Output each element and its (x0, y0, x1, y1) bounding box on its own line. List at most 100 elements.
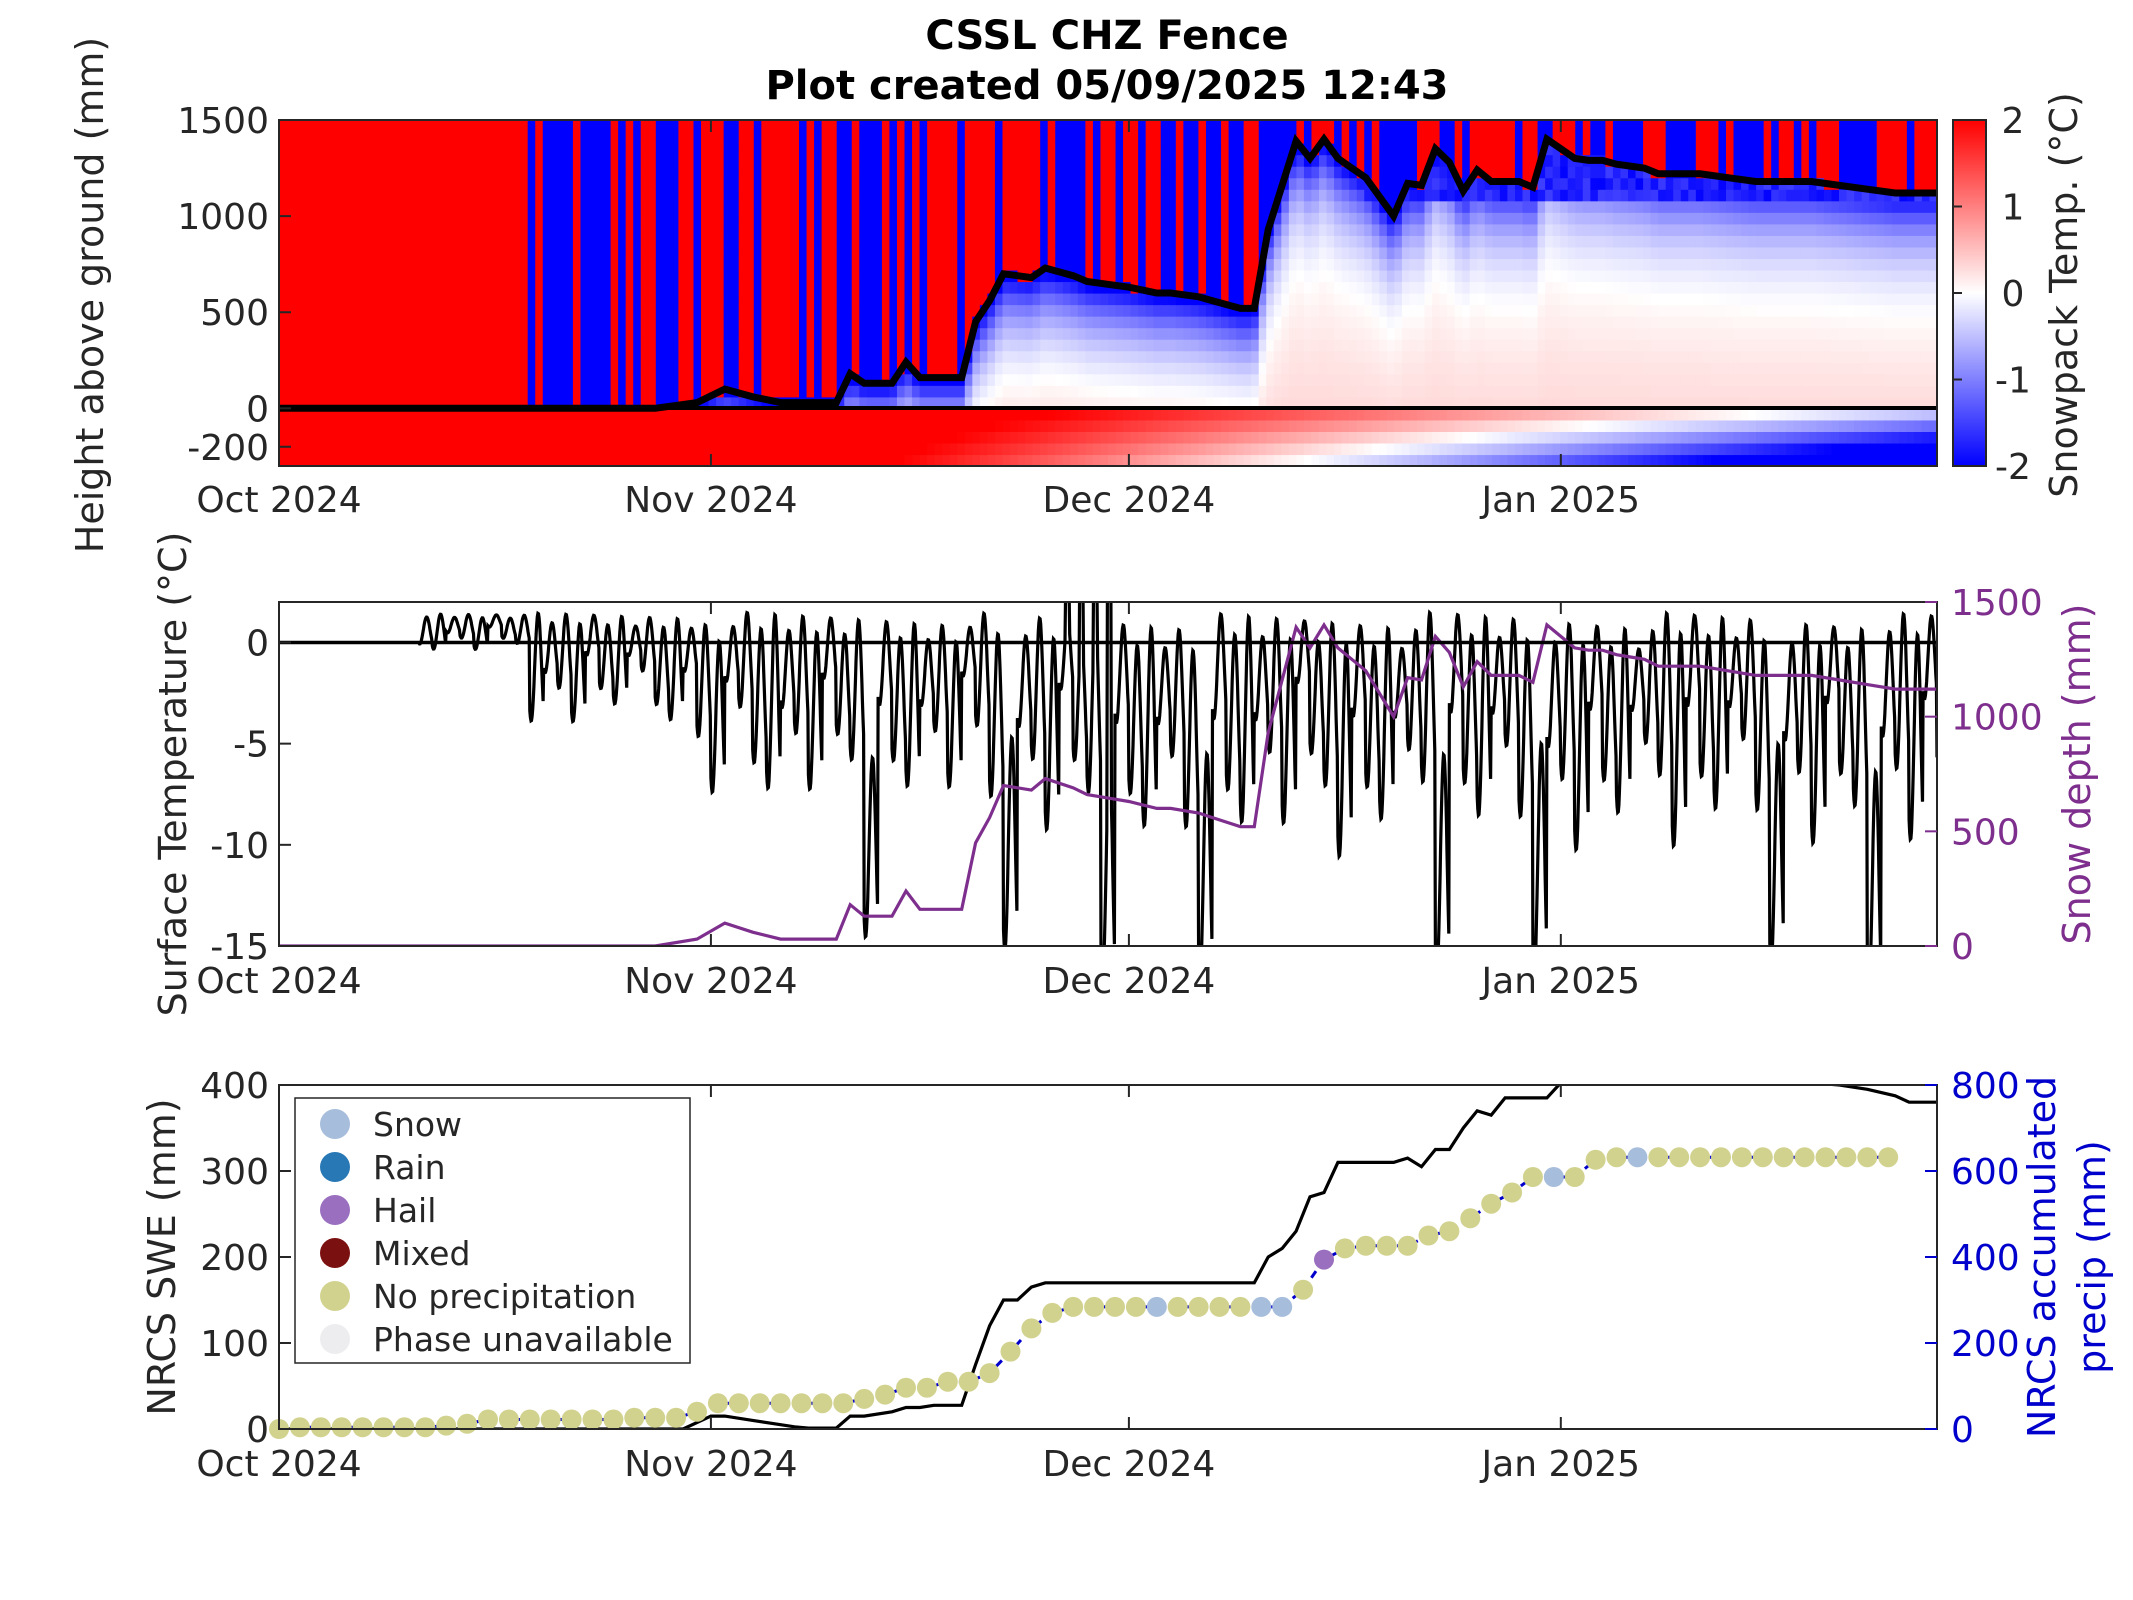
heatmap-cell (799, 350, 808, 363)
heatmap-cell (753, 223, 762, 236)
heatmap-cell (1273, 166, 1282, 179)
heatmap-cell (309, 189, 318, 202)
heatmap-cell (294, 442, 303, 456)
heatmap-cell (648, 454, 657, 466)
heatmap-cell (746, 177, 755, 190)
heatmap-cell (527, 246, 536, 259)
heatmap-cell (957, 246, 966, 259)
heatmap-cell (1205, 177, 1215, 190)
heatmap-cell (1371, 304, 1380, 317)
heatmap-cell (557, 454, 566, 466)
heatmap-cell (354, 166, 363, 179)
heatmap-cell (1311, 408, 1320, 421)
heatmap-cell (437, 304, 446, 317)
heatmap-cell (309, 212, 318, 225)
heatmap-cell (1100, 396, 1109, 409)
heatmap-cell (1454, 212, 1463, 225)
heatmap-cell (927, 454, 936, 466)
heatmap-cell (1100, 373, 1109, 386)
heatmap-cell (1123, 212, 1132, 225)
heatmap-cell (753, 154, 762, 167)
heatmap-cell (927, 131, 936, 144)
heatmap-cell (1288, 223, 1298, 236)
heatmap-cell (655, 212, 664, 225)
heatmap-cell (768, 431, 777, 444)
heatmap-cell (1311, 235, 1320, 248)
heatmap-cell (1025, 154, 1034, 167)
heatmap-cell (799, 316, 808, 329)
heatmap-cell (467, 269, 476, 283)
heatmap-cell (731, 373, 740, 386)
heatmap-cell (1017, 177, 1026, 190)
heatmap-cell (806, 339, 815, 352)
heatmap-cell (994, 177, 1004, 190)
heatmap-cell (587, 350, 597, 363)
heatmap-cell (1484, 131, 1493, 144)
heatmap-cell (520, 177, 529, 190)
heatmap-cell (339, 385, 348, 398)
heatmap-cell (1341, 396, 1350, 409)
heatmap-cell (821, 281, 830, 294)
heatmap-cell (309, 419, 318, 432)
heatmap-cell (746, 316, 755, 329)
heatmap-cell (505, 269, 514, 283)
heatmap-cell (1273, 339, 1282, 352)
heatmap-cell (768, 419, 777, 432)
heatmap-cell (482, 235, 491, 248)
heatmap-cell (1190, 362, 1200, 375)
heatmap-cell (701, 408, 710, 421)
heatmap-cell (1025, 293, 1034, 306)
heatmap-cell (866, 166, 875, 179)
heatmap-cell (964, 189, 973, 202)
heatmap-cell (783, 408, 793, 421)
heatmap-cell (670, 281, 680, 294)
heatmap-cell (490, 373, 499, 386)
heatmap-cell (1047, 166, 1056, 179)
heatmap-cell (1507, 419, 1516, 432)
heatmap-cell (670, 454, 680, 466)
heatmap-cell (693, 454, 702, 466)
heatmap-cell (1364, 408, 1373, 421)
heatmap-cell (414, 350, 423, 363)
heatmap-cell (1266, 246, 1275, 259)
heatmap-cell (565, 212, 574, 225)
heatmap-cell (716, 362, 725, 375)
heatmap-cell (1462, 419, 1471, 432)
heatmap-cell (505, 166, 514, 179)
heatmap-cell (1326, 223, 1335, 236)
heatmap-cell (1002, 200, 1011, 213)
heatmap-cell (392, 350, 401, 363)
heatmap-cell (655, 120, 664, 133)
heatmap-cell (1138, 327, 1147, 340)
heatmap-cell (814, 304, 823, 317)
heatmap-cell (957, 350, 966, 363)
heatmap-cell (1130, 120, 1139, 133)
heatmap-cell (1334, 408, 1343, 421)
heatmap-cell (346, 373, 355, 386)
heatmap-cell (1522, 385, 1531, 398)
heatmap-cell (821, 120, 830, 133)
heatmap-cell (610, 385, 619, 398)
heatmap-cell (1281, 258, 1290, 271)
heatmap-cell (1303, 419, 1313, 432)
heatmap-cell (1319, 177, 1328, 190)
heatmap-cell (1168, 350, 1177, 363)
heatmap-cell (587, 373, 597, 386)
heatmap-cell (452, 339, 461, 352)
heatmap-cell (1326, 408, 1335, 421)
heatmap-cell (294, 419, 303, 432)
heatmap-cell (512, 327, 521, 340)
heatmap-cell (927, 223, 936, 236)
heatmap-cell (1047, 258, 1056, 271)
heatmap-cell (467, 442, 476, 456)
heatmap-cell (1432, 269, 1441, 283)
heatmap-cell (1236, 177, 1245, 190)
heatmap-cell (859, 396, 868, 409)
heatmap-cell (407, 281, 416, 294)
heatmap-cell (1205, 166, 1215, 179)
heatmap-cell (1168, 189, 1177, 202)
heatmap-cell (753, 327, 762, 340)
heatmap-cell (1100, 316, 1109, 329)
heatmap-cell (1462, 350, 1471, 363)
heatmap-cell (1190, 131, 1200, 144)
